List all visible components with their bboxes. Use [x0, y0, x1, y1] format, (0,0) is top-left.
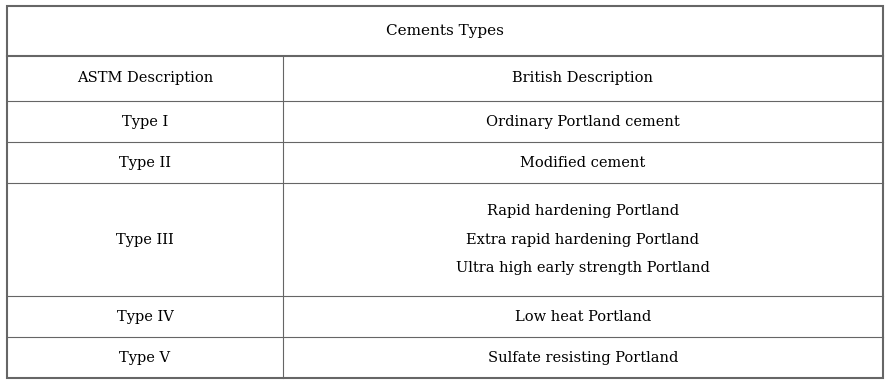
Text: Ordinary Portland cement: Ordinary Portland cement [486, 114, 680, 129]
Text: Cements Types: Cements Types [386, 24, 504, 38]
Text: Modified cement: Modified cement [521, 156, 645, 170]
Text: British Description: British Description [513, 71, 653, 85]
Text: Sulfate resisting Portland: Sulfate resisting Portland [488, 351, 678, 365]
Text: Ultra high early strength Portland: Ultra high early strength Portland [456, 261, 710, 275]
Text: Type III: Type III [117, 233, 174, 247]
Text: ASTM Description: ASTM Description [77, 71, 214, 85]
Text: Type I: Type I [122, 114, 168, 129]
Text: Type V: Type V [119, 351, 171, 365]
Text: Type IV: Type IV [117, 310, 174, 324]
Text: Extra rapid hardening Portland: Extra rapid hardening Portland [466, 233, 700, 247]
Text: Type II: Type II [119, 156, 171, 170]
Text: Low heat Portland: Low heat Portland [514, 310, 651, 324]
Text: Rapid hardening Portland: Rapid hardening Portland [487, 205, 679, 218]
